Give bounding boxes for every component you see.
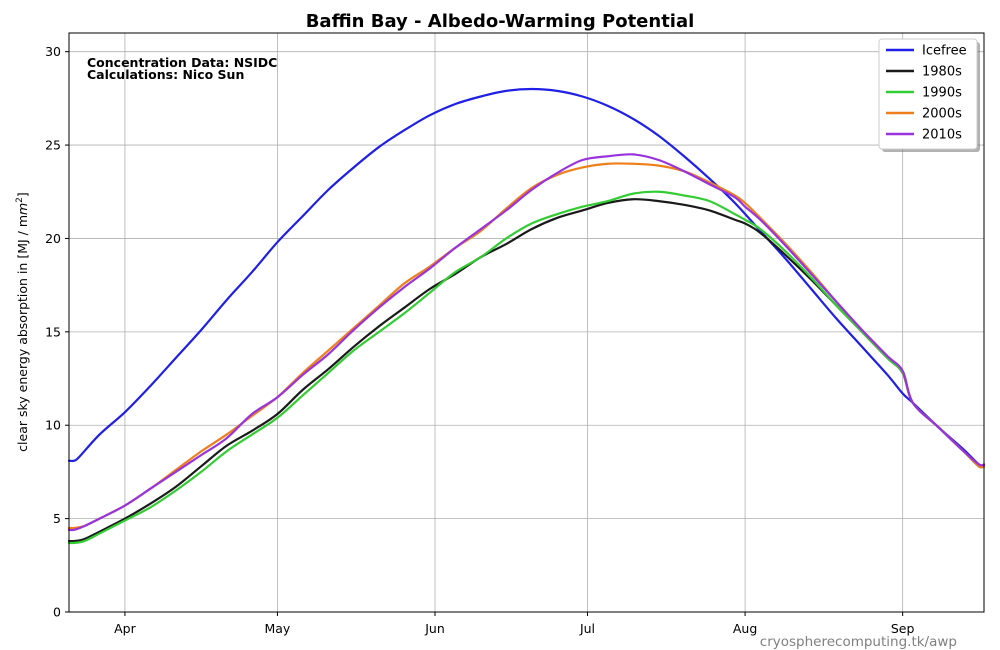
x-axis: Apr May Jun Jul Aug Sep — [114, 612, 915, 636]
x-tick-label-aug: Aug — [733, 621, 757, 636]
y-tick-label-0: 0 — [53, 605, 61, 620]
plot-frame — [68, 32, 985, 613]
series-line-1990s — [67, 190, 986, 545]
x-tick-label-apr: Apr — [114, 621, 136, 636]
grid — [69, 33, 984, 613]
y-tick-label-5: 5 — [53, 511, 61, 526]
y-tick-label-30: 30 — [45, 44, 61, 59]
watermark: cryospherecomputing.tk/awp — [760, 634, 957, 650]
x-tick-label-may: May — [264, 621, 290, 636]
legend-label-2000s: 2000s — [922, 107, 962, 122]
y-tick-label-20: 20 — [45, 231, 61, 246]
legend: Icefree 1980s 1990s 2000s 2010s — [878, 38, 980, 152]
legend-items: Icefree 1980s 1990s 2000s 2010s — [886, 44, 967, 143]
series-line-icefree — [67, 87, 986, 467]
annotation-data-source: Concentration Data: NSIDC — [87, 55, 277, 70]
y-axis-label: clear sky energy absorption in [MJ / mm2… — [15, 192, 30, 452]
annotation-calculations: Calculations: Nico Sun — [87, 67, 244, 82]
legend-label-1990s: 1990s — [922, 86, 962, 101]
legend-box — [878, 38, 978, 150]
legend-label-1980s: 1980s — [922, 65, 962, 80]
y-axis-label-sup: 2 — [15, 197, 25, 203]
y-tick-label-10: 10 — [45, 418, 61, 433]
series-line-2010s — [67, 153, 986, 532]
y-axis-label-prefix: clear sky energy absorption in [MJ / m — [15, 215, 30, 452]
legend-label-icefree: Icefree — [922, 44, 967, 59]
x-tick-label-jun: Jun — [424, 621, 445, 636]
chart-title: Baffin Bay - Albedo-Warming Potential — [306, 11, 695, 32]
y-axis-label-unit: m — [15, 203, 30, 215]
x-tick-label-sep: Sep — [891, 621, 915, 636]
y-tick-label-15: 15 — [45, 324, 61, 339]
y-axis-label-suffix: ] — [15, 192, 30, 197]
y-axis: 0 5 10 15 20 25 30 — [45, 44, 69, 620]
legend-label-2010s: 2010s — [922, 128, 962, 143]
series-lines — [67, 87, 986, 545]
x-tick-label-jul: Jul — [579, 621, 595, 636]
y-tick-label-25: 25 — [45, 138, 61, 153]
